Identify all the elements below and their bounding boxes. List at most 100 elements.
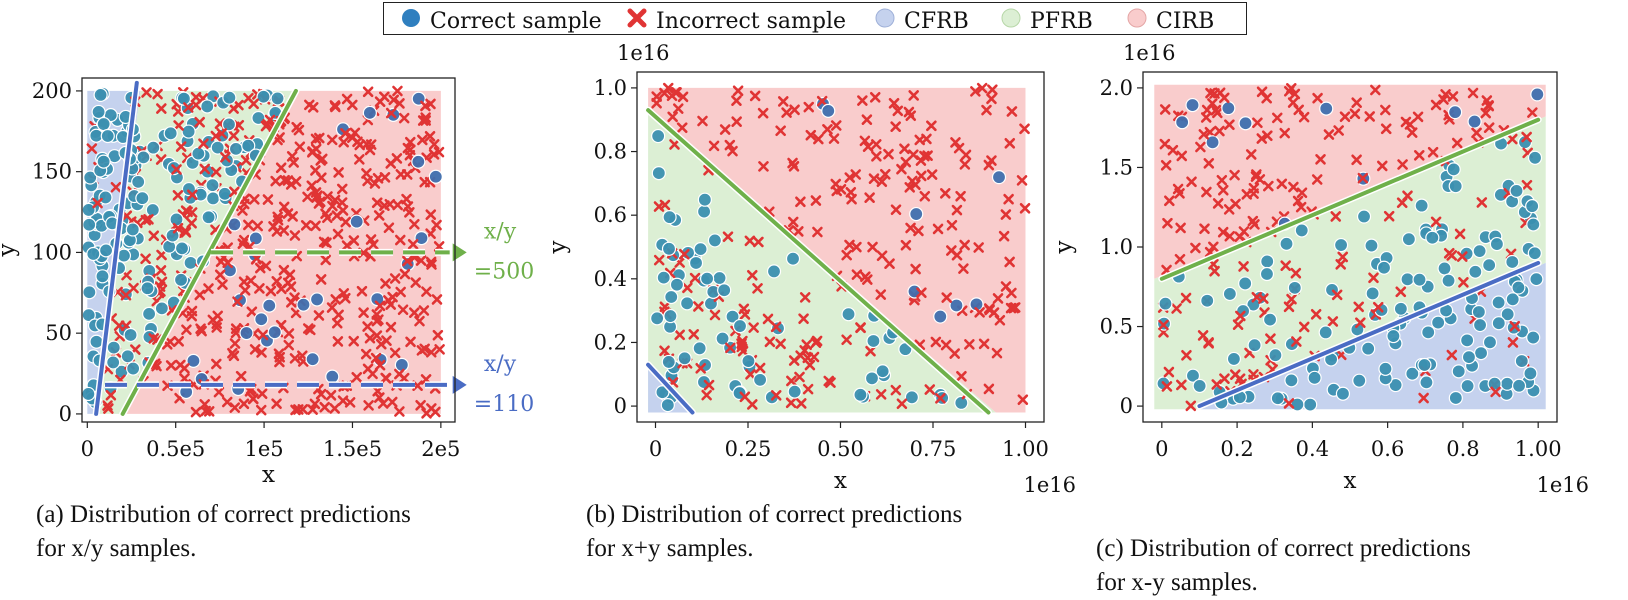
incorrect-point <box>1364 111 1376 122</box>
incorrect-point <box>110 181 122 193</box>
correct-point <box>1287 280 1302 295</box>
incorrect-point <box>1175 222 1186 234</box>
incorrect-point <box>875 289 887 300</box>
incorrect-point <box>764 336 776 348</box>
correct-point <box>183 255 198 270</box>
incorrect-point <box>198 138 209 150</box>
correct-point <box>1284 373 1299 388</box>
incorrect-point <box>900 156 912 168</box>
incorrect-point <box>271 276 283 287</box>
incorrect-point <box>333 167 344 178</box>
incorrect-point <box>220 151 231 163</box>
incorrect-point <box>1430 216 1442 228</box>
incorrect-point <box>978 338 990 350</box>
incorrect-point <box>322 191 333 202</box>
chart-c: 0 0.2 0.4 0.6 0.8 1.00 0 0.5 1.0 1.5 2.0 x y 1e16 1e16 <box>1051 41 1589 497</box>
incorrect-point <box>1283 85 1295 97</box>
incorrect-point <box>1418 392 1429 404</box>
incorrect-point <box>244 385 256 397</box>
incorrect-point <box>795 398 807 409</box>
correct-point <box>205 191 221 206</box>
incorrect-point <box>1158 319 1169 331</box>
cfrb-swatch-icon <box>874 7 896 35</box>
incorrect-point <box>1349 108 1361 120</box>
incorrect-point <box>276 283 287 295</box>
incorrect-point <box>286 151 298 162</box>
incorrect-point <box>140 253 151 265</box>
incorrect-point <box>924 384 936 395</box>
correct-point <box>1417 357 1432 373</box>
chart-b-points <box>650 82 1031 413</box>
incorrect-point <box>428 139 440 150</box>
boundary-blue-line <box>646 362 695 415</box>
incorrect-point <box>1230 198 1241 210</box>
incorrect-point <box>738 303 750 315</box>
correct-point <box>707 233 723 248</box>
incorrect-point <box>247 393 259 405</box>
incorrect-point <box>695 362 706 374</box>
correct-point <box>106 355 121 370</box>
incorrect-point <box>415 255 427 266</box>
correct-point <box>1185 97 1200 113</box>
incorrect-point <box>875 389 887 400</box>
incorrect-point <box>358 307 369 318</box>
incorrect-point <box>410 277 421 288</box>
correct-point <box>853 387 868 402</box>
region-cirb <box>648 87 1026 413</box>
incorrect-point <box>946 219 958 231</box>
incorrect-point <box>1261 130 1273 142</box>
x-tick-label: 0 <box>1155 437 1168 461</box>
incorrect-point <box>682 282 693 294</box>
incorrect-point <box>835 184 847 195</box>
incorrect-point <box>960 149 972 161</box>
incorrect-point <box>1201 186 1212 198</box>
incorrect-point <box>892 105 904 117</box>
incorrect-point <box>238 398 250 410</box>
incorrect-point <box>347 99 358 111</box>
incorrect-point <box>1376 160 1388 172</box>
incorrect-point <box>148 230 160 242</box>
incorrect-point <box>302 191 313 203</box>
incorrect-point <box>190 99 202 111</box>
correct-point <box>1221 101 1236 116</box>
incorrect-point <box>296 350 308 362</box>
correct-point <box>1437 261 1452 276</box>
incorrect-point <box>731 116 742 127</box>
incorrect-point <box>175 141 187 152</box>
incorrect-point <box>956 371 967 382</box>
incorrect-point <box>271 398 282 409</box>
incorrect-point <box>203 283 214 294</box>
correct-point <box>651 128 666 144</box>
incorrect-point <box>867 241 878 253</box>
incorrect-point <box>896 163 907 175</box>
incorrect-point <box>326 302 338 313</box>
incorrect-point <box>1315 154 1326 165</box>
correct-point <box>1491 316 1506 331</box>
incorrect-point <box>939 188 951 199</box>
x-tick-label: 0 <box>81 437 94 461</box>
incorrect-point <box>274 356 285 368</box>
correct-point <box>1335 386 1351 401</box>
incorrect-point <box>307 404 318 415</box>
incorrect-point <box>394 98 405 109</box>
incorrect-point <box>770 321 782 333</box>
incorrect-point <box>307 146 318 157</box>
correct-point <box>656 270 671 285</box>
incorrect-point <box>816 95 828 107</box>
correct-point <box>93 87 108 102</box>
incorrect-point <box>362 86 374 98</box>
incorrect-point <box>103 403 114 414</box>
incorrect-point <box>235 370 247 382</box>
correct-point <box>692 341 707 356</box>
correct-point <box>909 206 924 222</box>
incorrect-point <box>1190 242 1201 254</box>
incorrect-point <box>361 138 373 150</box>
incorrect-point <box>677 91 689 103</box>
incorrect-point <box>865 345 876 357</box>
incorrect-point <box>402 255 413 267</box>
incorrect-point <box>679 248 690 260</box>
incorrect-point <box>1296 187 1308 199</box>
incorrect-point <box>1180 292 1192 304</box>
correct-point <box>1262 312 1278 327</box>
correct-point <box>270 91 285 106</box>
